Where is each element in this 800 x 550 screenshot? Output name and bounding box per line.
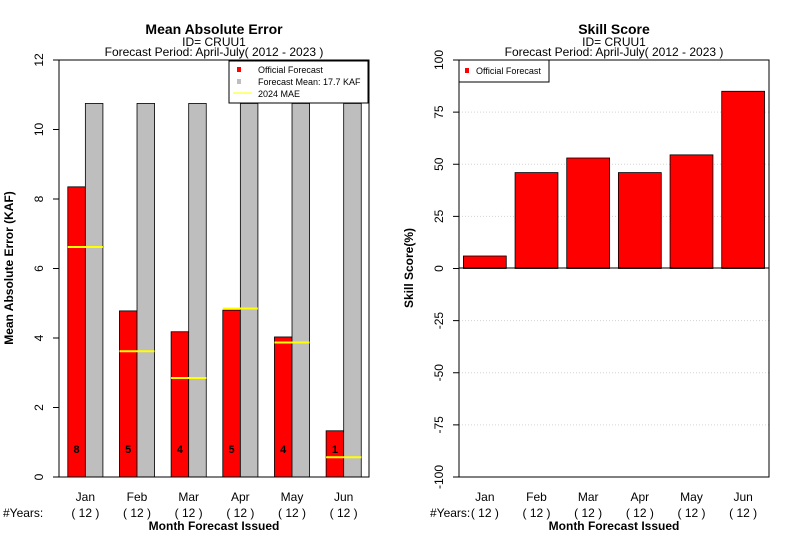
- mae-bar-count-label: 5: [125, 444, 131, 456]
- skill-official-bar: [566, 157, 611, 269]
- skill-y-tick-label: -75: [432, 416, 446, 434]
- mae-years-label: ( 12 ): [71, 506, 99, 520]
- mae-y-ticks: 0 2 4 6 8 10 12: [32, 53, 59, 480]
- skill-title: Skill Score: [578, 21, 650, 37]
- skill-legend-official-label: Official Forecast: [476, 66, 541, 76]
- skill-years-label: ( 12 ): [677, 506, 705, 520]
- mae-y-tick-label: 0: [32, 473, 46, 480]
- skill-y-tick-label: 75: [432, 105, 446, 119]
- skill-x-tick-label: Jun: [733, 490, 752, 504]
- mae-x-labels: Jan ( 12 ) Feb ( 12 ) Mar ( 12 ) Apr ( 12 ) May (…: [71, 490, 357, 520]
- mae-bar-count-label: 1: [332, 444, 338, 456]
- skill-y-tick-label: -100: [432, 465, 446, 489]
- mae-legend-box: [228, 60, 369, 104]
- skill-legend-box: [458, 59, 550, 83]
- mae-years-label: ( 12 ): [175, 506, 203, 520]
- skill-y-tick-label: 50: [432, 157, 446, 171]
- skill-official-bar: [514, 172, 559, 269]
- mae-mean-bar: [188, 103, 207, 478]
- skill-y-tick-label: 100: [432, 50, 446, 70]
- skill-years-prefix: #Years:: [430, 506, 470, 520]
- mae-years-label: ( 12 ): [278, 506, 306, 520]
- mae-x-tick-label: Feb: [127, 490, 148, 504]
- mae-y-tick-label: 4: [32, 334, 46, 341]
- skill-x-axis-label: Month Forecast Issued: [549, 519, 680, 533]
- mae-y-tick-label: 12: [32, 53, 46, 67]
- mae-subtitle-period: Forecast Period: April-July( 2012 - 2023…: [105, 45, 324, 59]
- mae-plot-frame: [58, 59, 370, 478]
- mae-mean-bar: [84, 103, 104, 478]
- skill-x-tick-label: Mar: [578, 490, 599, 504]
- skill-x-tick-label: Feb: [526, 490, 547, 504]
- mae-bar-count-label: 4: [177, 444, 184, 456]
- skill-official-bar: [669, 154, 714, 269]
- skill-y-axis-label: Skill Score(%): [402, 228, 416, 308]
- mae-years-label: ( 12 ): [123, 506, 151, 520]
- mae-bars: 8 5 4 5 4 1: [67, 103, 362, 478]
- mae-x-tick-label: Jun: [334, 490, 353, 504]
- skill-y-tick-label: -50: [432, 364, 446, 382]
- skill-official-bar: [617, 172, 662, 269]
- skill-y-tick-label: 0: [432, 265, 446, 272]
- mae-y-axis-label: Mean Absolute Error (KAF): [2, 191, 16, 345]
- skill-years-label: ( 12 ): [522, 506, 550, 520]
- mae-official-bar: [67, 186, 86, 478]
- mae-mean-bar: [291, 103, 310, 478]
- mae-legend-mean-label: Forecast Mean: 17.7 KAF: [258, 77, 361, 87]
- mae-legend-mean-swatch: [237, 79, 241, 84]
- mae-legend-2024-label: 2024 MAE: [258, 89, 300, 99]
- skill-x-tick-label: Jan: [475, 490, 494, 504]
- mae-mean-bar: [343, 103, 362, 478]
- skill-legend-official-swatch: [465, 68, 469, 73]
- mae-y-tick-label: 2: [32, 404, 46, 411]
- mae-y-tick-label: 8: [32, 195, 46, 202]
- skill-x-tick-label: May: [680, 490, 703, 504]
- skill-plot-frame: [458, 59, 770, 478]
- mae-years-label: ( 12 ): [330, 506, 358, 520]
- mae-y-tick-label: 10: [32, 123, 46, 137]
- mae-title: Mean Absolute Error: [145, 21, 283, 37]
- mae-years-label: ( 12 ): [226, 506, 254, 520]
- skill-y-tick-label: -25: [432, 312, 446, 330]
- mae-bar-count-label: 4: [280, 444, 287, 456]
- mae-x-tick-label: Apr: [231, 490, 250, 504]
- mae-y-tick-label: 6: [32, 265, 46, 272]
- skill-subtitle-period: Forecast Period: April-July( 2012 - 2023…: [505, 45, 724, 59]
- skill-years-label: ( 12 ): [574, 506, 602, 520]
- mae-mean-bar: [136, 103, 155, 478]
- skill-x-labels: Jan ( 12 ) Feb ( 12 ) Mar ( 12 ) Apr ( 12 ) May (…: [471, 490, 757, 520]
- skill-y-tick-label: 25: [432, 209, 446, 223]
- skill-years-label: ( 12 ): [471, 506, 499, 520]
- skill-official-bar: [462, 255, 507, 269]
- mae-bar-count-label: 8: [74, 444, 80, 456]
- mae-x-tick-label: Mar: [178, 490, 199, 504]
- mae-x-tick-label: Jan: [76, 490, 95, 504]
- mae-subtitle-id: ID= CRUU1: [182, 35, 246, 49]
- skill-bars: [462, 90, 766, 269]
- skill-x-tick-label: Apr: [630, 490, 649, 504]
- skill-years-label: ( 12 ): [729, 506, 757, 520]
- mae-years-prefix: #Years:: [3, 506, 43, 520]
- mae-bar-count-label: 5: [229, 444, 235, 456]
- skill-subtitle-id: ID= CRUU1: [582, 35, 646, 49]
- mae-x-tick-label: May: [281, 490, 304, 504]
- skill-official-bar: [721, 90, 766, 269]
- skill-panel: Skill Score ID= CRUU1 Forecast Period: A…: [402, 21, 770, 533]
- mae-legend-official-swatch: [237, 67, 241, 72]
- skill-years-label: ( 12 ): [626, 506, 654, 520]
- skill-y-ticks: -100 -75 -50 -25 0 25 50 75 100: [432, 50, 459, 489]
- mae-legend: Official Forecast Forecast Mean: 17.7 KA…: [228, 60, 369, 104]
- skill-gridlines: [459, 111, 769, 426]
- skill-legend: Official Forecast: [458, 59, 550, 83]
- mae-mean-bar: [239, 103, 259, 478]
- mae-panel: Mean Absolute Error ID= CRUU1 Forecast P…: [2, 21, 370, 533]
- mae-legend-official-label: Official Forecast: [258, 65, 323, 75]
- mae-x-axis-label: Month Forecast Issued: [149, 519, 280, 533]
